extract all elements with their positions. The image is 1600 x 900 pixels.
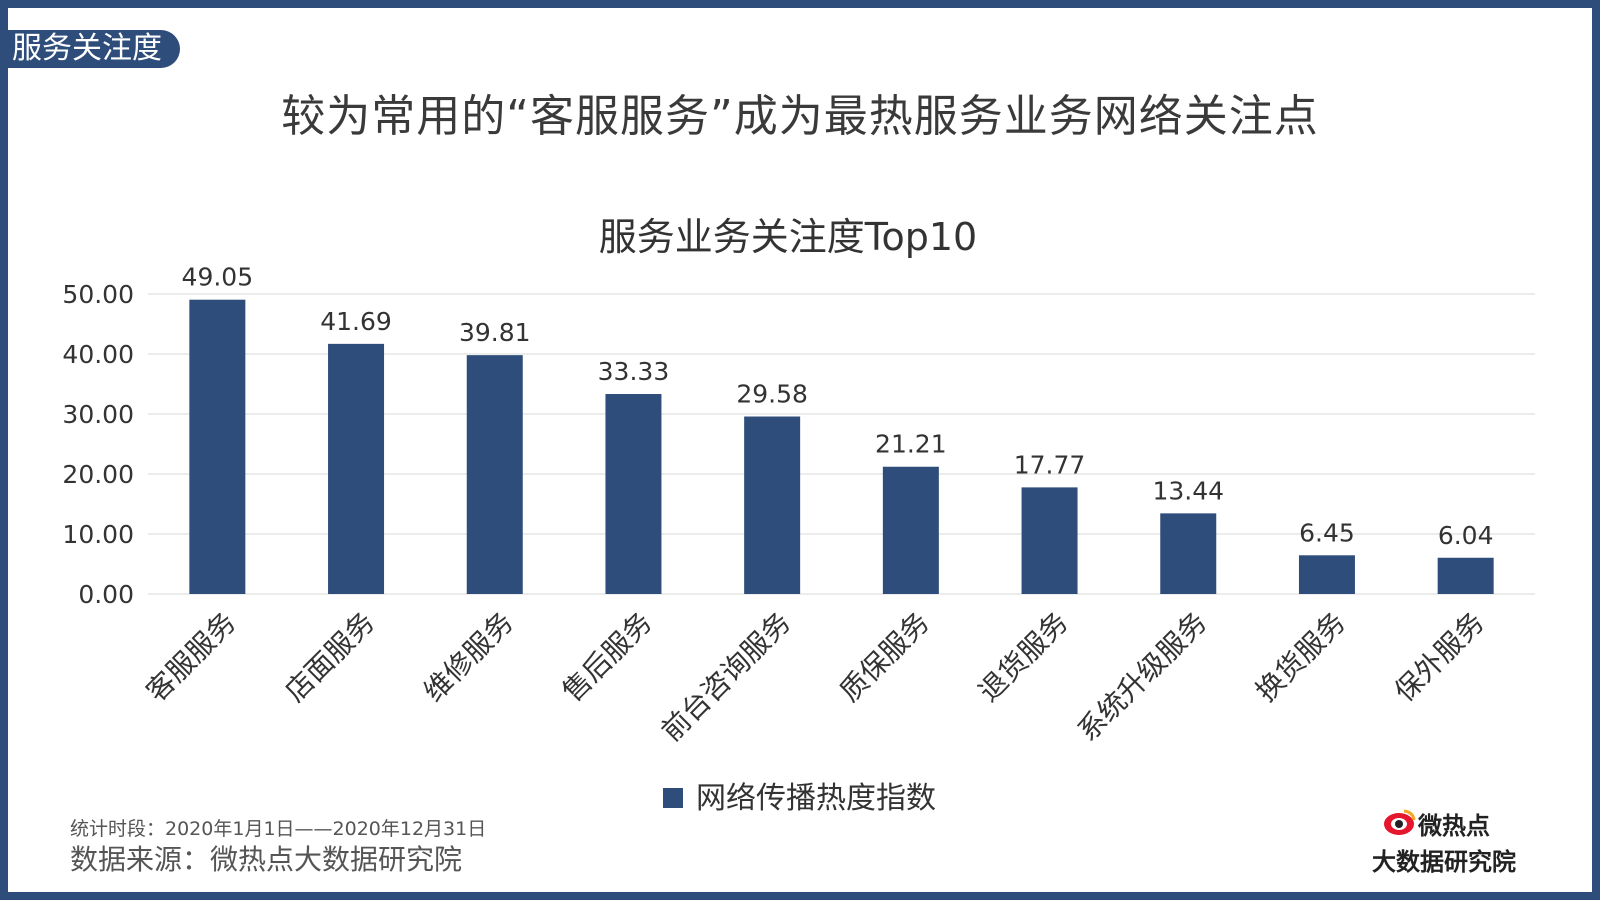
page-headline: 较为常用的“客服服务”成为最热服务业务网络关注点: [281, 91, 1319, 142]
chart-title: 服务业务关注度Top10: [599, 215, 977, 259]
data-label: 6.04: [1438, 521, 1494, 550]
bar: [1437, 557, 1494, 594]
logo-subtitle: 大数据研究院: [1372, 848, 1516, 876]
y-tick-label: 30.00: [62, 400, 134, 429]
bar: [1021, 487, 1078, 594]
x-tick-label: 退货服务: [972, 606, 1075, 709]
footer-period: 统计时段：2020年1月1日——2020年12月31日: [70, 818, 487, 840]
bar: [466, 355, 523, 594]
y-tick-label: 20.00: [62, 460, 134, 489]
data-label: 21.21: [875, 430, 947, 459]
data-label: 17.77: [1014, 450, 1086, 479]
section-tab: 服务关注度: [8, 30, 180, 68]
brand-logo: 微热点 大数据研究院: [1372, 806, 1542, 876]
bar: [605, 394, 662, 594]
data-label: 41.69: [320, 307, 392, 336]
y-tick-label: 0.00: [78, 580, 134, 609]
x-tick-label: 系统升级服务: [1071, 606, 1213, 748]
bar: [1160, 513, 1217, 594]
data-label: 29.58: [736, 380, 808, 409]
x-tick-label: 店面服务: [278, 606, 381, 709]
x-tick-label: 保外服务: [1388, 606, 1491, 709]
x-tick-label: 维修服务: [417, 606, 520, 709]
y-tick-label: 10.00: [62, 520, 134, 549]
x-tick-label: 质保服务: [833, 606, 936, 709]
x-tick-label: 客服服务: [140, 606, 243, 709]
data-label: 33.33: [598, 357, 670, 386]
legend-label: 网络传播热度指数: [696, 781, 936, 816]
data-label: 49.05: [182, 263, 254, 292]
logo-name: 微热点: [1418, 811, 1490, 840]
legend-swatch: [663, 788, 683, 808]
bar: [882, 466, 939, 594]
x-tick-label: 售后服务: [556, 606, 659, 709]
data-label: 6.45: [1299, 518, 1355, 547]
weibo-eye-icon: [1384, 809, 1416, 835]
footer-source: 数据来源：微热点大数据研究院: [70, 843, 463, 876]
data-label: 39.81: [459, 318, 531, 347]
bar: [744, 416, 801, 594]
x-tick-label: 换货服务: [1249, 606, 1352, 709]
data-label: 13.44: [1152, 476, 1224, 505]
bar: [1298, 555, 1355, 594]
y-tick-label: 50.00: [62, 280, 134, 309]
bar: [328, 343, 385, 594]
bar: [189, 299, 246, 594]
y-tick-label: 40.00: [62, 340, 134, 369]
x-tick-label: 前台咨询服务: [655, 606, 797, 748]
